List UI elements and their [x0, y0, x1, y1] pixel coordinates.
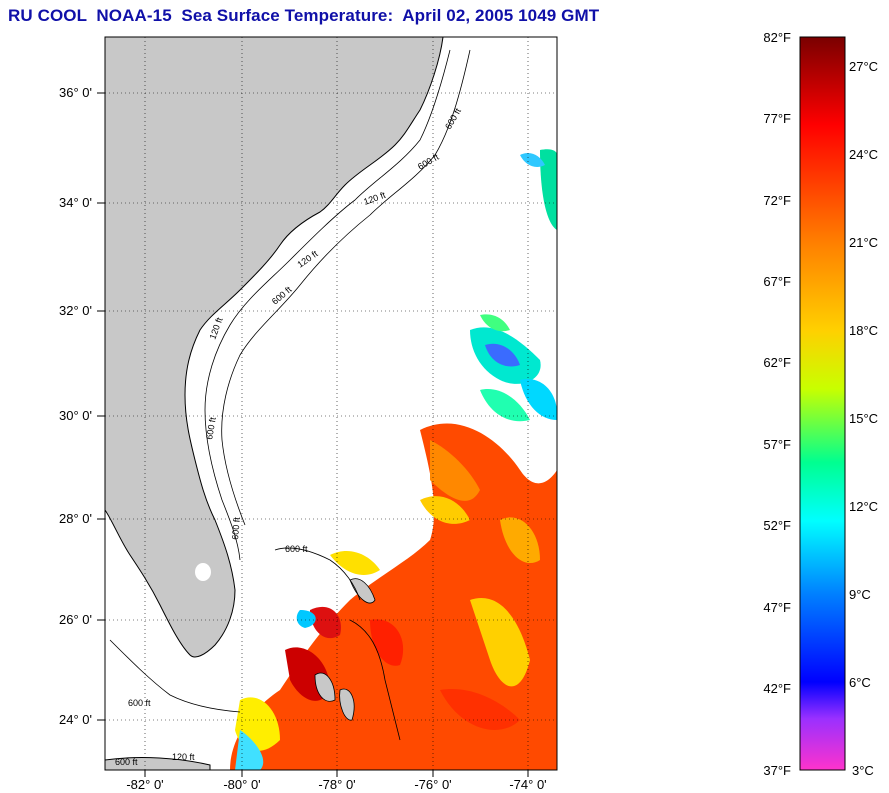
lat-label: 36° 0'	[59, 85, 92, 100]
bahamas-islands	[314, 578, 376, 721]
fahrenheit-label: 52°F	[763, 518, 791, 533]
celsius-label: 3°C	[852, 763, 874, 778]
celsius-label: 9°C	[849, 587, 871, 602]
celsius-label: 6°C	[849, 675, 871, 690]
lon-label: -74° 0'	[509, 777, 546, 792]
celsius-label: 15°C	[849, 411, 878, 426]
sst-data-layer	[230, 149, 557, 770]
celsius-label: 24°C	[849, 147, 878, 162]
lon-label: -76° 0'	[414, 777, 451, 792]
lon-label: -80° 0'	[223, 777, 260, 792]
fahrenheit-label: 72°F	[763, 193, 791, 208]
contour-label: 600 ft	[128, 698, 151, 708]
contour-label: 600 ft	[230, 516, 242, 540]
contour-label: 600 ft	[115, 757, 138, 767]
lat-label: 24° 0'	[59, 712, 92, 727]
map-grid	[105, 37, 557, 770]
lat-label: 32° 0'	[59, 303, 92, 318]
colorbar-c-labels: 27°C 24°C 21°C 18°C 15°C 12°C 9°C 6°C 3°…	[849, 59, 878, 778]
fahrenheit-label: 42°F	[763, 681, 791, 696]
contour-label: 600 ft	[285, 544, 308, 554]
fahrenheit-label: 67°F	[763, 274, 791, 289]
fahrenheit-label: 57°F	[763, 437, 791, 452]
colorbar-f-labels: 82°F 77°F 72°F 67°F 62°F 57°F 52°F 47°F …	[763, 30, 791, 778]
lat-label: 26° 0'	[59, 612, 92, 627]
map-title: RU COOL NOAA-15 Sea Surface Temperature:…	[8, 6, 600, 25]
lat-label: 30° 0'	[59, 408, 92, 423]
bathymetry-contours	[109, 49, 471, 741]
celsius-label: 12°C	[849, 499, 878, 514]
celsius-label: 18°C	[849, 323, 878, 338]
fahrenheit-label: 82°F	[763, 30, 791, 45]
lake-okeechobee	[195, 563, 211, 581]
contour-label: 600 ft	[204, 416, 218, 440]
fahrenheit-label: 77°F	[763, 111, 791, 126]
fahrenheit-label: 37°F	[763, 763, 791, 778]
latitude-labels: 36° 0' 34° 0' 32° 0' 30° 0' 28° 0' 26° 0…	[59, 85, 92, 727]
celsius-label: 27°C	[849, 59, 878, 74]
lon-label: -78° 0'	[318, 777, 355, 792]
fahrenheit-label: 62°F	[763, 355, 791, 370]
lat-label: 28° 0'	[59, 511, 92, 526]
lon-label: -82° 0'	[126, 777, 163, 792]
lat-label: 34° 0'	[59, 195, 92, 210]
contour-label: 120 ft	[172, 752, 195, 762]
celsius-label: 21°C	[849, 235, 878, 250]
land-cuba	[105, 757, 211, 770]
land-us-southeast	[105, 37, 444, 658]
colorbar	[799, 36, 846, 771]
fahrenheit-label: 47°F	[763, 600, 791, 615]
longitude-labels: -82° 0' -80° 0' -78° 0' -76° 0' -74° 0'	[126, 777, 546, 792]
